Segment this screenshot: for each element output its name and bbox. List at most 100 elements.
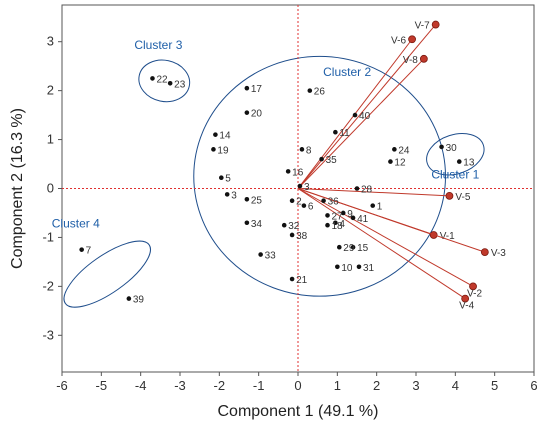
score-point xyxy=(258,252,263,257)
score-point xyxy=(337,244,342,250)
vector-label: V-4 xyxy=(459,301,474,312)
x-tick-label: 3 xyxy=(412,378,419,393)
point-label: 35 xyxy=(326,155,338,166)
y-tick-label: 3 xyxy=(47,34,54,49)
point-label: 41 xyxy=(357,214,369,225)
score-point xyxy=(333,129,338,135)
point-label: 31 xyxy=(363,263,375,274)
x-axis-ticks: -6 -5 -4 -3 -2 -1 0 1 2 3 4 5 6 xyxy=(56,372,538,393)
point-label: 39 xyxy=(133,295,145,306)
point-label: 8 xyxy=(306,145,312,156)
score-point xyxy=(356,264,362,270)
cluster-ellipse xyxy=(63,240,151,308)
vector-tip xyxy=(408,35,416,44)
score-point xyxy=(244,220,250,226)
point-label: 5 xyxy=(225,174,231,185)
score-point xyxy=(244,85,250,91)
vector-label: V-3 xyxy=(491,248,506,259)
cluster-label: Cluster 2 xyxy=(323,65,371,79)
score-point xyxy=(211,147,216,152)
point-label: 22 xyxy=(156,74,168,85)
cluster-label: Cluster 3 xyxy=(134,38,182,52)
x-tick-label: -5 xyxy=(96,378,108,393)
x-tick-label: -1 xyxy=(253,378,265,393)
point-label: 34 xyxy=(251,219,263,230)
score-point xyxy=(392,147,397,152)
score-point xyxy=(340,210,346,216)
score-point xyxy=(150,76,155,81)
score-point xyxy=(352,112,358,118)
vector-tip xyxy=(461,294,470,303)
cluster-label: Cluster 4 xyxy=(52,217,100,231)
point-label: 9 xyxy=(347,209,353,220)
vector-tip xyxy=(469,282,477,291)
vector-label: V-2 xyxy=(467,288,482,299)
score-point xyxy=(350,215,356,221)
score-point xyxy=(213,132,218,137)
cluster-ellipse xyxy=(138,59,191,103)
point-label: 3 xyxy=(231,190,237,201)
x-tick-label: 1 xyxy=(334,378,341,393)
point-label: 18 xyxy=(332,221,344,232)
vector-line xyxy=(297,58,425,189)
point-label: 16 xyxy=(292,167,304,178)
point-label: 40 xyxy=(359,111,371,122)
score-point xyxy=(79,247,84,252)
score-point xyxy=(244,196,250,202)
x-tick-label: -4 xyxy=(135,378,147,393)
x-tick-label: -2 xyxy=(214,378,226,393)
point-label: 14 xyxy=(219,131,231,142)
point-label: 13 xyxy=(463,158,475,169)
cluster-ellipse xyxy=(426,133,485,176)
vector-line xyxy=(297,188,474,287)
y-axis-title: Component 2 (16.3 %) xyxy=(9,108,26,269)
score-point xyxy=(370,203,376,208)
point-label: 20 xyxy=(251,109,263,120)
score-point xyxy=(224,192,230,197)
score-point xyxy=(167,80,173,86)
x-tick-label: 0 xyxy=(294,378,301,393)
x-tick-label: 2 xyxy=(373,378,380,393)
point-label: 28 xyxy=(361,185,373,196)
vector-tip xyxy=(480,248,489,257)
point-label: 1 xyxy=(377,202,383,213)
point-label: 12 xyxy=(394,158,406,169)
cluster-ellipse xyxy=(193,55,446,297)
score-point xyxy=(219,175,224,181)
y-tick-label: -1 xyxy=(42,229,54,244)
score-point xyxy=(335,264,340,270)
y-tick-label: -2 xyxy=(42,278,54,293)
vector-label: V-8 xyxy=(403,55,418,66)
vector-tip xyxy=(445,191,454,200)
score-point xyxy=(301,203,307,208)
score-point xyxy=(350,244,356,250)
x-tick-label: 4 xyxy=(452,378,459,393)
point-label: 21 xyxy=(296,275,308,286)
vector-line xyxy=(297,188,485,253)
point-label: 11 xyxy=(339,128,350,139)
score-point xyxy=(439,144,444,150)
point-label: 33 xyxy=(265,251,277,262)
point-label: 2 xyxy=(296,197,302,208)
point-label: 19 xyxy=(217,145,229,156)
point-label: 24 xyxy=(398,145,410,156)
x-tick-label: -6 xyxy=(56,378,68,393)
x-tick-label: 5 xyxy=(491,378,498,393)
score-point xyxy=(307,88,313,93)
point-label: 23 xyxy=(174,79,186,90)
score-point xyxy=(289,276,295,282)
point-label: 26 xyxy=(314,87,326,98)
score-point xyxy=(325,222,330,228)
point-label: 10 xyxy=(341,263,353,274)
vector-line xyxy=(297,188,466,300)
score-point xyxy=(333,220,338,226)
y-tick-label: 0 xyxy=(47,181,54,196)
vector-label: V-1 xyxy=(440,231,455,242)
point-label: 3 xyxy=(304,182,310,193)
vector-tip xyxy=(419,54,428,63)
score-point xyxy=(354,186,360,191)
y-axis-ticks: -3 -2 -1 0 1 2 3 xyxy=(42,34,62,342)
score-point xyxy=(456,159,462,164)
